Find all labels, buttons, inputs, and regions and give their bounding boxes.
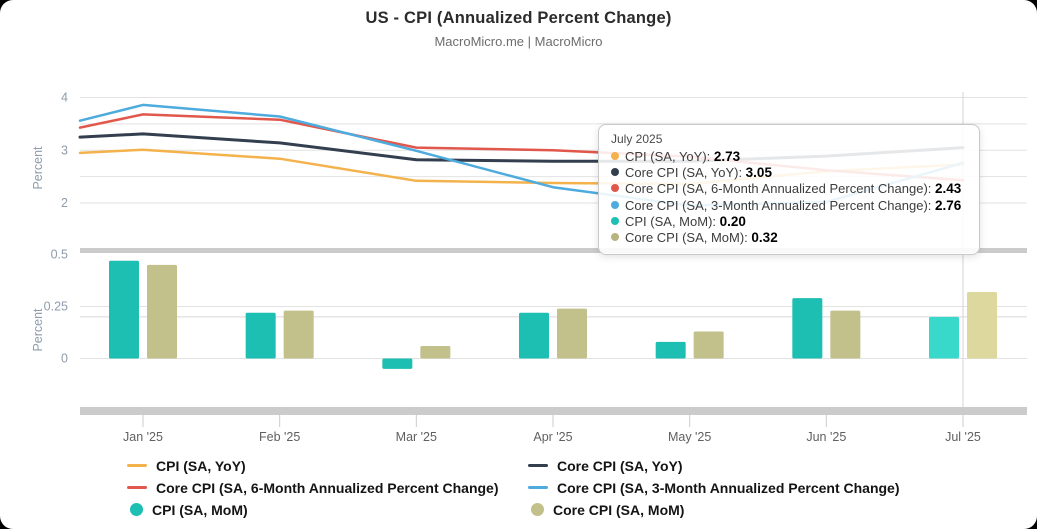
chart-header: US - CPI (Annualized Percent Change) Mac… <box>0 9 1037 49</box>
axis-labels: 2 3 4 0 0.25 0.5 Percent Percent Jan '25 Feb '25 M… <box>31 91 981 445</box>
chart-subtitle-source-link[interactable]: MacroMicro.me | MacroMicro <box>434 34 603 49</box>
legend-item[interactable]: CPI (SA, MoM) <box>127 501 528 518</box>
legend: CPI (SA, YoY) Core CPI (SA, YoY) Core CPI … <box>127 457 900 518</box>
x-tick-label: Jun '25 <box>806 430 846 444</box>
y-tick-label: 4 <box>61 91 68 105</box>
gridlines <box>80 97 1027 359</box>
legend-label: Core CPI (SA, 3-Month Annualized Percent… <box>557 479 900 496</box>
bar-cpi-mom[interactable] <box>109 260 139 359</box>
y-axis-title-top: Percent <box>31 146 45 190</box>
legend-circle-marker-icon <box>130 503 143 516</box>
bar-cpi-mom[interactable] <box>245 312 276 359</box>
x-tick-label: May '25 <box>668 430 711 444</box>
legend-label: Core CPI (SA, 6-Month Annualized Percent… <box>156 479 499 496</box>
bar-cpi-mom[interactable] <box>518 312 549 359</box>
legend-label: CPI (SA, MoM) <box>152 501 248 518</box>
y-tick-label: 0.5 <box>51 248 68 262</box>
legend-line-marker-icon <box>528 486 548 489</box>
legend-line-marker-icon <box>127 464 147 467</box>
bar-cpi-mom[interactable] <box>792 298 823 359</box>
legend-circle-marker-icon <box>531 503 544 516</box>
line-core-cpi-sa-yoy[interactable] <box>78 132 965 163</box>
x-tick-label: Jul '25 <box>945 430 981 444</box>
x-tick-label: Mar '25 <box>396 430 437 444</box>
bar-cpi-mom[interactable] <box>382 358 413 369</box>
bar-core-cpi-mom[interactable] <box>283 310 314 359</box>
x-tick-label: Feb '25 <box>259 430 300 444</box>
legend-item[interactable]: Core CPI (SA, 6-Month Annualized Percent… <box>127 479 528 496</box>
bar-core-cpi-mom[interactable] <box>693 331 724 359</box>
axis-bands <box>80 248 1027 427</box>
bar-core-cpi-mom[interactable] <box>966 291 997 359</box>
legend-label: Core CPI (SA, YoY) <box>557 457 683 474</box>
legend-label: CPI (SA, YoY) <box>156 457 246 474</box>
legend-line-marker-icon <box>127 486 147 489</box>
line-series[interactable] <box>78 103 965 207</box>
legend-item[interactable]: Core CPI (SA, YoY) <box>528 457 900 474</box>
bar-series[interactable] <box>109 260 997 369</box>
bar-core-cpi-mom[interactable] <box>420 346 451 359</box>
bar-core-cpi-mom[interactable] <box>556 308 587 359</box>
bar-core-cpi-mom[interactable] <box>147 264 177 359</box>
page-title: US - CPI (Annualized Percent Change) <box>365 9 672 27</box>
x-tick-label: Jan '25 <box>123 430 163 444</box>
legend-item[interactable]: Core CPI (SA, MoM) <box>528 501 900 518</box>
y-tick-label: 3 <box>61 143 68 157</box>
y-tick-label: 0 <box>61 352 68 366</box>
bar-core-cpi-mom[interactable] <box>830 310 861 359</box>
legend-item[interactable]: CPI (SA, YoY) <box>127 457 528 474</box>
bar-cpi-mom[interactable] <box>928 316 959 359</box>
legend-label: Core CPI (SA, MoM) <box>553 501 685 518</box>
y-tick-label: 0.25 <box>44 300 68 314</box>
x-tick-label: Apr '25 <box>533 430 572 444</box>
legend-line-marker-icon <box>528 464 548 467</box>
y-axis-title-bottom: Percent <box>31 308 45 352</box>
y-tick-label: 2 <box>61 196 68 210</box>
bar-cpi-mom[interactable] <box>655 341 686 359</box>
legend-item[interactable]: Core CPI (SA, 3-Month Annualized Percent… <box>528 479 900 496</box>
